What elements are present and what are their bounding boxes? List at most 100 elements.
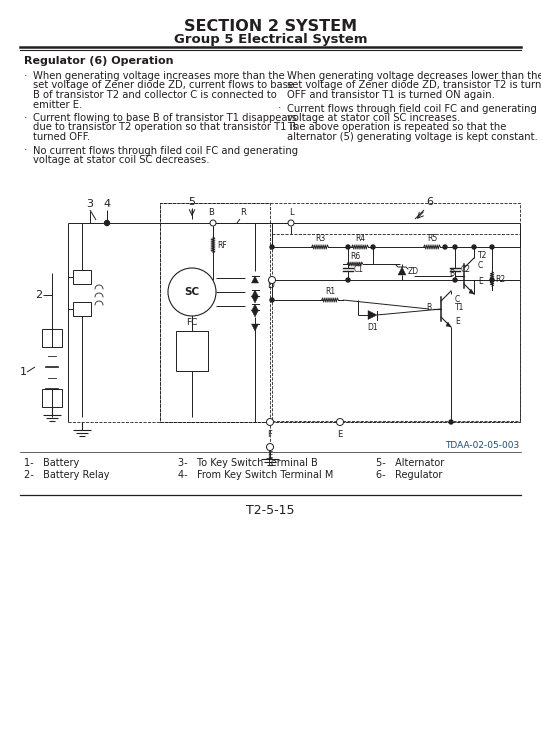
Text: TDAA-02-05-003: TDAA-02-05-003 bbox=[445, 441, 519, 450]
Bar bbox=[160, 203, 520, 422]
Polygon shape bbox=[252, 296, 259, 303]
Text: B: B bbox=[208, 208, 214, 217]
Text: ·: · bbox=[278, 104, 281, 114]
Bar bbox=[73, 270, 91, 284]
Text: R: R bbox=[240, 208, 246, 217]
Text: voltage at stator coil SC decreases.: voltage at stator coil SC decreases. bbox=[33, 155, 209, 165]
Text: F: F bbox=[268, 430, 273, 439]
Text: 5: 5 bbox=[188, 197, 195, 207]
Text: emitter E.: emitter E. bbox=[33, 99, 82, 110]
Text: B of transistor T2 and collector C is connected to: B of transistor T2 and collector C is co… bbox=[33, 90, 277, 100]
Polygon shape bbox=[368, 311, 377, 320]
Text: R5: R5 bbox=[427, 235, 437, 244]
Text: C2: C2 bbox=[461, 264, 471, 273]
Circle shape bbox=[267, 418, 274, 426]
Text: E: E bbox=[478, 276, 483, 285]
Text: 5-   Alternator: 5- Alternator bbox=[376, 458, 444, 468]
Text: 1-   Battery: 1- Battery bbox=[24, 458, 79, 468]
Text: 6-   Regulator: 6- Regulator bbox=[376, 470, 443, 480]
Circle shape bbox=[168, 268, 216, 316]
Bar bbox=[73, 302, 91, 316]
Polygon shape bbox=[252, 324, 259, 331]
Text: ·: · bbox=[24, 146, 28, 155]
Text: B: B bbox=[426, 303, 431, 311]
Text: T1: T1 bbox=[455, 303, 464, 311]
Text: D1: D1 bbox=[367, 323, 378, 332]
Polygon shape bbox=[252, 276, 259, 283]
Text: 6: 6 bbox=[426, 197, 433, 207]
Circle shape bbox=[453, 278, 457, 282]
Text: FC: FC bbox=[186, 318, 197, 327]
Circle shape bbox=[337, 418, 344, 426]
Text: E: E bbox=[338, 430, 342, 439]
Text: E: E bbox=[455, 317, 460, 326]
Text: C: C bbox=[478, 261, 483, 270]
Bar bbox=[160, 203, 270, 422]
Text: ·: · bbox=[24, 71, 28, 81]
Polygon shape bbox=[469, 289, 474, 294]
Polygon shape bbox=[398, 267, 406, 275]
Text: The above operation is repeated so that the: The above operation is repeated so that … bbox=[287, 123, 506, 132]
Text: alternator (5) generating voltage is kept constant.: alternator (5) generating voltage is kep… bbox=[287, 132, 538, 142]
Bar bbox=[272, 234, 520, 421]
Text: When generating voltage increases more than the: When generating voltage increases more t… bbox=[33, 71, 285, 81]
Text: set voltage of Zener diode ZD, transistor T2 is turned: set voltage of Zener diode ZD, transisto… bbox=[287, 81, 541, 90]
Text: 1: 1 bbox=[20, 367, 27, 377]
Circle shape bbox=[270, 245, 274, 249]
Circle shape bbox=[288, 220, 294, 226]
Text: 3-   To Key Switch Terminal B: 3- To Key Switch Terminal B bbox=[178, 458, 318, 468]
Polygon shape bbox=[252, 304, 259, 311]
Text: Regulator (6) Operation: Regulator (6) Operation bbox=[24, 56, 174, 66]
Text: R1: R1 bbox=[325, 288, 335, 297]
Circle shape bbox=[443, 245, 447, 249]
Text: turned OFF.: turned OFF. bbox=[33, 132, 90, 142]
Text: ·: · bbox=[278, 71, 281, 81]
Circle shape bbox=[104, 220, 109, 226]
Text: due to transistor T2 operation so that transistor T1 is: due to transistor T2 operation so that t… bbox=[33, 123, 298, 132]
Circle shape bbox=[267, 444, 274, 450]
Text: ZD: ZD bbox=[408, 267, 419, 276]
Circle shape bbox=[346, 278, 350, 282]
Text: 4: 4 bbox=[103, 199, 110, 209]
Text: Group 5 Electrical System: Group 5 Electrical System bbox=[174, 33, 367, 46]
Text: E: E bbox=[267, 451, 273, 460]
Text: Current flowing to base B of transistor T1 disappears: Current flowing to base B of transistor … bbox=[33, 113, 297, 123]
Text: C: C bbox=[455, 294, 460, 303]
Text: C1: C1 bbox=[354, 264, 364, 273]
Circle shape bbox=[449, 420, 453, 424]
Bar bbox=[176, 331, 208, 371]
Polygon shape bbox=[446, 322, 451, 327]
Circle shape bbox=[453, 245, 457, 249]
Text: B: B bbox=[449, 270, 454, 279]
Text: RF: RF bbox=[217, 241, 227, 249]
Text: voltage at stator coil SC increases.: voltage at stator coil SC increases. bbox=[287, 113, 460, 123]
Text: 3: 3 bbox=[87, 199, 94, 209]
Text: R6: R6 bbox=[350, 252, 360, 261]
Text: Current flows through field coil FC and generating: Current flows through field coil FC and … bbox=[287, 104, 537, 114]
Polygon shape bbox=[252, 310, 259, 317]
Text: R4: R4 bbox=[355, 235, 365, 244]
Text: ·: · bbox=[24, 113, 28, 123]
Text: T2: T2 bbox=[478, 252, 487, 261]
Circle shape bbox=[210, 220, 216, 226]
Text: SECTION 2 SYSTEM: SECTION 2 SYSTEM bbox=[184, 19, 357, 34]
Polygon shape bbox=[252, 290, 259, 297]
Circle shape bbox=[346, 245, 350, 249]
Text: T2-5-15: T2-5-15 bbox=[246, 504, 295, 517]
Text: R3: R3 bbox=[315, 235, 325, 244]
Circle shape bbox=[268, 276, 275, 284]
Circle shape bbox=[270, 298, 274, 302]
Circle shape bbox=[490, 278, 494, 282]
Circle shape bbox=[270, 278, 274, 282]
Text: When generating voltage decreases lower than the: When generating voltage decreases lower … bbox=[287, 71, 541, 81]
Text: OFF and transistor T1 is turned ON again.: OFF and transistor T1 is turned ON again… bbox=[287, 90, 495, 100]
Text: 2: 2 bbox=[35, 290, 42, 300]
Text: R2: R2 bbox=[496, 274, 506, 284]
Text: SC: SC bbox=[184, 287, 200, 297]
Circle shape bbox=[472, 245, 476, 249]
Text: set voltage of Zener diode ZD, current flows to base: set voltage of Zener diode ZD, current f… bbox=[33, 81, 294, 90]
Text: 2-   Battery Relay: 2- Battery Relay bbox=[24, 470, 109, 480]
Bar bbox=[42, 389, 62, 407]
Circle shape bbox=[371, 245, 375, 249]
Text: L: L bbox=[289, 208, 293, 217]
